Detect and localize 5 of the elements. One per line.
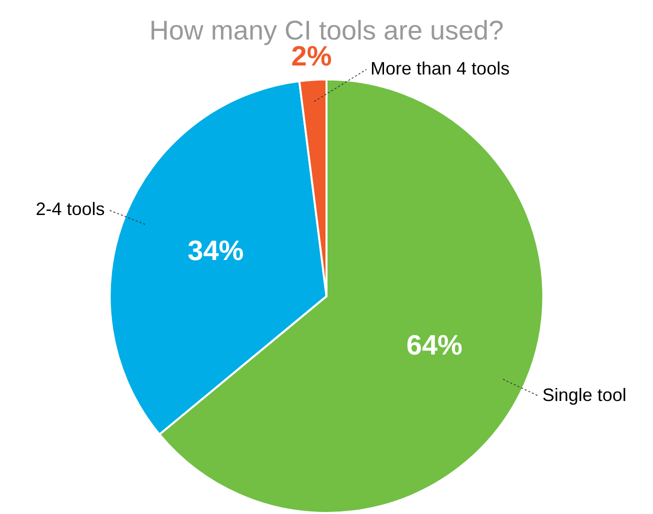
slice-label: More than 4 tools [370, 58, 510, 78]
slice-label: Single tool [542, 384, 626, 405]
data-label: 64% [406, 330, 463, 361]
slice-label: 2-4 tools [36, 198, 105, 219]
data-label: 34% [188, 235, 244, 266]
